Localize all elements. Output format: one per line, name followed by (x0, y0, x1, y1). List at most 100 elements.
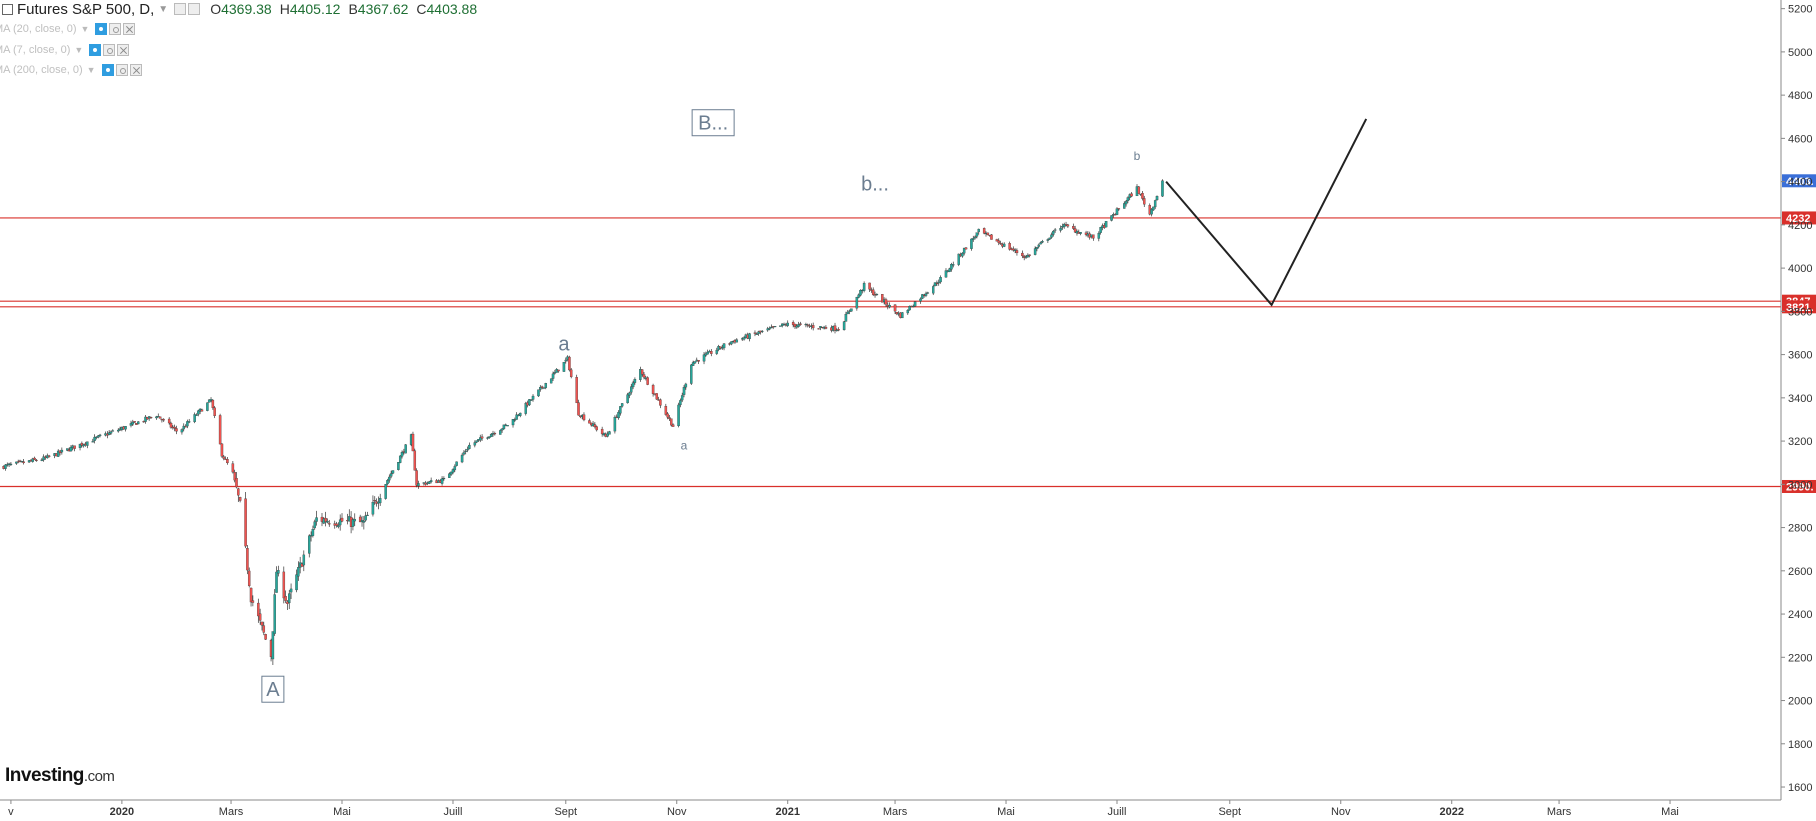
eye-icon[interactable] (89, 44, 102, 56)
wave-label: a (681, 439, 688, 453)
candle-body (264, 634, 267, 640)
candle-body (493, 433, 497, 435)
candle-body (1099, 227, 1102, 233)
chevron-down-icon[interactable]: ▼ (74, 45, 84, 55)
candle-body (937, 282, 940, 284)
wave-labels[interactable]: Aa a B... b... b (261, 109, 1141, 703)
gear-icon[interactable] (188, 3, 201, 15)
candle-body (91, 441, 95, 443)
candle-body (479, 437, 482, 441)
time-axis[interactable]: v 2020 Mars Mai Juill Sept Nov 2021 Mars Mai Juill… (0, 799, 1781, 818)
candle-body (42, 456, 45, 461)
gear-icon[interactable] (109, 23, 122, 35)
close-icon[interactable] (123, 23, 136, 35)
candle-body (486, 437, 489, 439)
candle-body (1026, 254, 1030, 258)
candle-body (338, 519, 342, 526)
candle-body (606, 433, 609, 437)
candle-body (353, 518, 356, 522)
candle-body (628, 392, 631, 396)
candle-body (246, 548, 249, 571)
candle-body (706, 351, 709, 355)
indicator-label[interactable]: MA (20, close, 0) (0, 23, 77, 35)
horizontal-levels[interactable]: 423238473821.2990.4403. (0, 174, 1816, 493)
time-tick-label: 2022 (1439, 806, 1463, 818)
candle-body (684, 383, 688, 388)
price-axis[interactable]: 1600 1800 2000 2200 2400 2600 2800 3000 3200 3400… (1780, 0, 1812, 800)
candle-body (593, 424, 597, 427)
wave-label: b... (861, 173, 889, 195)
time-tick-label: 2020 (110, 806, 134, 818)
candle-body (664, 406, 668, 415)
candle-body (755, 333, 759, 335)
candle-body (982, 228, 986, 234)
candle-body (35, 459, 38, 462)
candle-body (588, 420, 591, 424)
candle-body (791, 322, 795, 326)
candle-body (600, 428, 604, 435)
level-price-label: 2990. (1786, 481, 1814, 493)
candle-body (1012, 248, 1015, 251)
settings-icon[interactable] (174, 3, 187, 15)
candle-body (952, 264, 955, 266)
indicator-ma-7[interactable]: MA (7, close, 0) ▼ (0, 42, 131, 58)
candle-body (557, 369, 560, 372)
price-tick-label: 4000 (1788, 263, 1812, 275)
projection-path[interactable] (1165, 118, 1368, 307)
candle-body (564, 359, 568, 362)
ohlc-open: O4369.38 (210, 1, 272, 17)
symbol-square-icon[interactable] (2, 3, 13, 15)
candle-body (455, 461, 458, 466)
candle-body (697, 360, 700, 362)
candlestick-series (2, 179, 1164, 665)
time-tick-label: Mai (333, 806, 351, 818)
candle-body (913, 301, 917, 307)
indicator-ma-200[interactable]: MA (200, close, 0) ▼ (0, 62, 144, 78)
candle-body (693, 361, 697, 364)
candle-body (613, 416, 617, 432)
candle-body (811, 325, 815, 329)
candle-body (340, 517, 344, 522)
candle-body (295, 574, 298, 591)
candle-body (400, 452, 404, 457)
candle-body (187, 421, 191, 423)
indicator-label[interactable]: MA (7, close, 0) (0, 44, 71, 56)
chevron-down-icon[interactable]: ▼ (80, 24, 90, 34)
candle-body (568, 356, 571, 371)
candle-body (999, 242, 1002, 245)
gear-icon[interactable] (115, 64, 128, 76)
close-icon[interactable] (117, 44, 130, 56)
candle-body (489, 434, 493, 438)
candle-body (1039, 242, 1042, 245)
candle-body (428, 481, 431, 484)
gear-icon[interactable] (103, 44, 116, 56)
price-tick-label: 3200 (1788, 436, 1812, 448)
eye-icon[interactable] (101, 64, 114, 76)
candle-body (868, 282, 871, 290)
eye-icon[interactable] (95, 23, 108, 35)
candle-body (957, 253, 960, 265)
candle-body (944, 270, 948, 278)
candle-body (1141, 193, 1144, 199)
candle-body (1052, 230, 1055, 235)
indicator-label[interactable]: MA (200, close, 0) (0, 64, 83, 76)
candle-body (218, 415, 222, 445)
wave-label: B... (698, 113, 728, 135)
chevron-down-icon[interactable]: ▼ (158, 3, 169, 15)
candle-body (680, 395, 684, 401)
time-tick-label: Nov (1331, 806, 1351, 818)
candle-body (837, 329, 840, 331)
candle-body (1072, 226, 1075, 229)
candle-body (619, 406, 622, 414)
symbol-title[interactable]: Futures S&P 500, D, (17, 0, 155, 18)
candle-body (704, 353, 708, 356)
candle-body (1130, 193, 1133, 197)
candle-body (770, 326, 773, 328)
wave-label: b (1134, 149, 1141, 163)
candle-body (768, 327, 771, 330)
candle-body (862, 282, 866, 291)
chevron-down-icon[interactable]: ▼ (86, 65, 96, 75)
close-icon[interactable] (129, 64, 142, 76)
indicator-ma-20[interactable]: MA (20, close, 0) ▼ (0, 21, 137, 37)
